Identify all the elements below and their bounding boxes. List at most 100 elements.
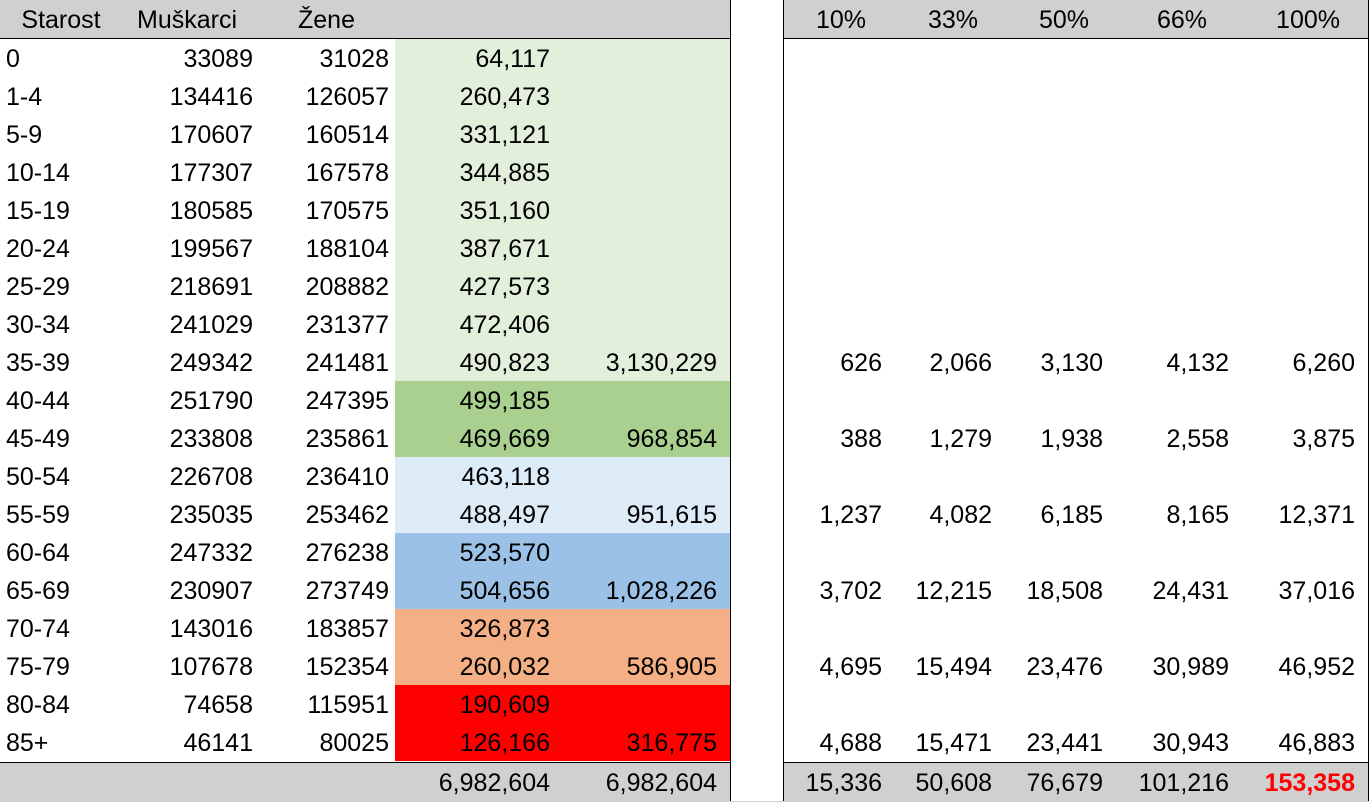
- pct-66-cell: 24,431: [1152, 577, 1229, 605]
- pct-100-cell: 37,016: [1278, 577, 1355, 605]
- pct-50-cell: [992, 229, 1103, 267]
- pct-50-cell: [992, 267, 1103, 305]
- sum-cell: 387,671: [459, 235, 550, 263]
- age-cell: 30-34: [6, 311, 70, 339]
- pct-66-cell: 30,943: [1152, 729, 1229, 757]
- age-cell: 60-64: [6, 539, 70, 567]
- pct-10-cell: [784, 533, 882, 571]
- age-cell: 0: [6, 45, 20, 73]
- pct-100-cell: 6,260: [1292, 349, 1355, 377]
- pct-100-cell: 46,883: [1278, 729, 1355, 757]
- pct-100-cell: [1229, 381, 1355, 419]
- pct-10-cell: [784, 609, 882, 647]
- men-cell: 230907: [169, 577, 253, 605]
- pct-50-cell: [992, 305, 1103, 343]
- header-row: Starost Muškarci Žene 10% 33% 50% 66% 10…: [0, 0, 1369, 39]
- totals-row: 6,982,604 6,982,604 15,336 50,608 76,679…: [0, 762, 1369, 802]
- pct-50-cell: [992, 533, 1103, 571]
- total-pct-10: 15,336: [805, 769, 882, 797]
- group-total-cell: [560, 229, 717, 267]
- pct-33-cell: [882, 39, 992, 77]
- pct-33-cell: [882, 381, 992, 419]
- table-row: 60-64 247332 276238 523,570: [0, 533, 1369, 571]
- pct-33-cell: [882, 533, 992, 571]
- men-cell: 134416: [169, 83, 253, 111]
- group-total-cell: 968,854: [626, 425, 717, 453]
- men-cell: 241029: [169, 311, 253, 339]
- pct-33-cell: [882, 685, 992, 723]
- pct-100-cell: [1229, 305, 1355, 343]
- pct-100-cell: 3,875: [1292, 425, 1355, 453]
- age-cell: 50-54: [6, 463, 70, 491]
- sum-cell: 344,885: [459, 159, 550, 187]
- age-cell: 65-69: [6, 577, 70, 605]
- pct-33-cell: [882, 191, 992, 229]
- men-cell: 199567: [169, 235, 253, 263]
- pct-66-cell: [1103, 305, 1229, 343]
- women-cell: 253462: [305, 501, 389, 529]
- sum-cell: 469,669: [459, 425, 550, 453]
- pct-50-cell: [992, 115, 1103, 153]
- pct-66-cell: [1103, 609, 1229, 647]
- table-row: 40-44 251790 247395 499,185: [0, 381, 1369, 419]
- pct-33-cell: 4,082: [929, 501, 992, 529]
- table-row: 50-54 226708 236410 463,118: [0, 457, 1369, 495]
- pct-10-cell: [784, 305, 882, 343]
- pct-33-cell: [882, 305, 992, 343]
- age-cell: 80-84: [6, 691, 70, 719]
- men-cell: 180585: [169, 197, 253, 225]
- women-cell: 167578: [305, 159, 389, 187]
- group-total-cell: [560, 191, 717, 229]
- table-row: 5-9 170607 160514 331,121: [0, 115, 1369, 153]
- pct-100-cell: 46,952: [1278, 653, 1355, 681]
- pct-66-cell: 8,165: [1166, 501, 1229, 529]
- pct-50-cell: [992, 77, 1103, 115]
- sum-cell: 499,185: [459, 387, 550, 415]
- pct-10-cell: 4,695: [819, 653, 882, 681]
- table-row: 70-74 143016 183857 326,873: [0, 609, 1369, 647]
- men-cell: 143016: [169, 615, 253, 643]
- table-row: 30-34 241029 231377 472,406: [0, 305, 1369, 343]
- pct-50-cell: 23,476: [1026, 653, 1103, 681]
- col-header-women: Žene: [298, 6, 355, 34]
- group-fill-0-39: [395, 39, 730, 381]
- total-sum: 6,982,604: [438, 769, 550, 797]
- age-cell: 25-29: [6, 273, 70, 301]
- col-header-pct-100: 100%: [1276, 6, 1340, 34]
- pct-50-cell: 6,185: [1040, 501, 1103, 529]
- men-cell: 107678: [169, 653, 253, 681]
- pct-10-cell: [784, 685, 882, 723]
- men-cell: 233808: [169, 425, 253, 453]
- total-pct-50: 76,679: [1026, 769, 1103, 797]
- group-total-cell: [560, 609, 717, 647]
- pct-50-cell: [992, 609, 1103, 647]
- total-pct-100: 153,358: [1264, 769, 1355, 797]
- pct-50-cell: [992, 685, 1103, 723]
- total-group: 6,982,604: [605, 769, 717, 797]
- col-header-men: Muškarci: [137, 6, 238, 34]
- pct-100-cell: [1229, 191, 1355, 229]
- women-cell: 126057: [305, 83, 389, 111]
- pct-10-cell: [784, 77, 882, 115]
- age-cell: 75-79: [6, 653, 70, 681]
- men-cell: 170607: [169, 121, 253, 149]
- group-fill-50-59: [395, 457, 730, 533]
- pct-66-cell: [1103, 153, 1229, 191]
- men-cell: 46141: [183, 729, 253, 757]
- group-total-cell: [560, 39, 717, 77]
- group-fill-80-plus: [395, 685, 730, 761]
- table-row: 25-29 218691 208882 427,573: [0, 267, 1369, 305]
- men-cell: 247332: [169, 539, 253, 567]
- pct-33-cell: [882, 77, 992, 115]
- pct-66-cell: [1103, 267, 1229, 305]
- sum-cell: 472,406: [459, 311, 550, 339]
- men-cell: 218691: [169, 273, 253, 301]
- table-row: 35-39 249342 241481 490,823 3,130,229 626 2,06…: [0, 343, 1369, 381]
- pct-33-cell: 15,494: [915, 653, 992, 681]
- col-header-pct-66: 66%: [1156, 6, 1207, 34]
- sum-cell: 351,160: [459, 197, 550, 225]
- sum-cell: 326,873: [459, 615, 550, 643]
- table-row: 1-4 134416 126057 260,473: [0, 77, 1369, 115]
- women-cell: 273749: [305, 577, 389, 605]
